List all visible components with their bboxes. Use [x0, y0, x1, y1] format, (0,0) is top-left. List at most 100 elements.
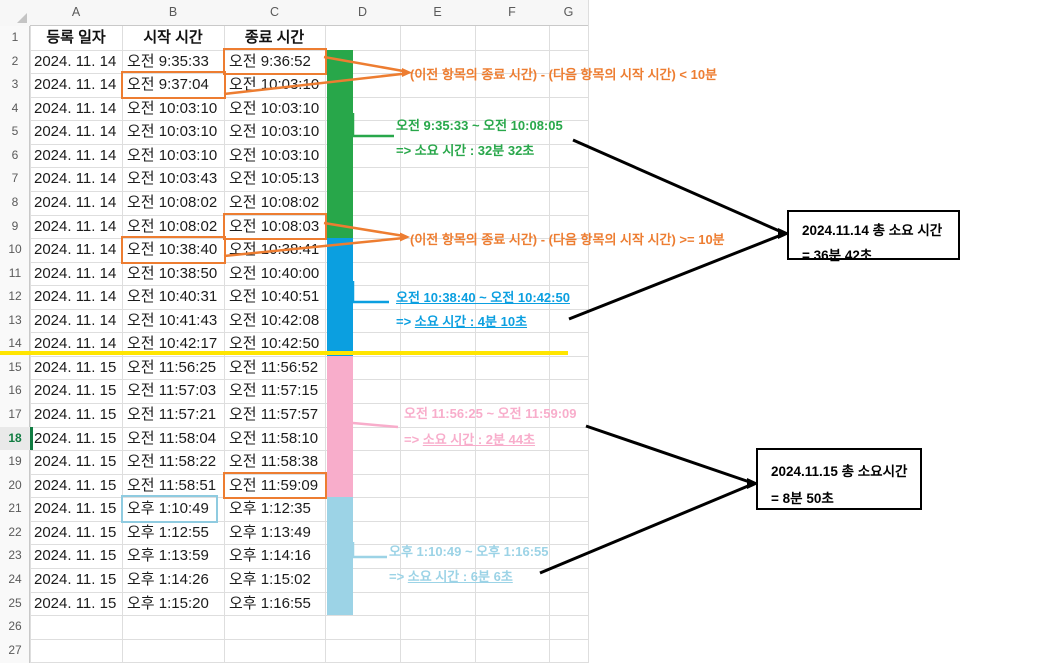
column-header-b[interactable]: B	[168, 5, 178, 19]
column-header-c[interactable]: C	[269, 5, 280, 19]
cell-a24[interactable]: 2024. 11. 15	[34, 570, 117, 588]
cell-a25[interactable]: 2024. 11. 15	[34, 594, 117, 612]
cell-c13[interactable]: 오전 10:42:08	[229, 311, 320, 329]
cell-a8[interactable]: 2024. 11. 14	[34, 193, 117, 211]
cell-c15[interactable]: 오전 11:56:52	[229, 358, 319, 376]
cell-b21[interactable]: 오후 1:10:49	[127, 500, 209, 518]
cell-c25[interactable]: 오후 1:16:55	[229, 594, 311, 612]
column-header-f[interactable]: F	[508, 5, 516, 19]
cell-b4[interactable]: 오전 10:03:10	[127, 99, 218, 117]
cell-a4[interactable]: 2024. 11. 14	[34, 99, 117, 117]
cell-b9[interactable]: 오전 10:08:02	[127, 217, 218, 235]
cell-c10[interactable]: 오전 10:38:41	[229, 241, 320, 259]
cell-b24[interactable]: 오후 1:14:26	[127, 570, 209, 588]
row-header-15[interactable]: 15	[8, 359, 22, 374]
cell-b20[interactable]: 오전 11:58:51	[127, 476, 217, 494]
row-header-9[interactable]: 9	[11, 218, 19, 233]
row-header-16[interactable]: 16	[8, 383, 22, 398]
cell-a13[interactable]: 2024. 11. 14	[34, 311, 117, 329]
header-cell-start[interactable]: 시작 시간	[143, 29, 203, 46]
row-header-24[interactable]: 24	[8, 571, 22, 586]
cell-b17[interactable]: 오전 11:57:21	[127, 406, 217, 424]
cell-c20[interactable]: 오전 11:59:09	[229, 476, 319, 494]
cell-c3[interactable]: 오전 10:03:10	[229, 76, 320, 94]
cell-c11[interactable]: 오전 10:40:00	[229, 264, 320, 282]
cell-a18[interactable]: 2024. 11. 15	[34, 429, 117, 447]
cell-c12[interactable]: 오전 10:40:51	[229, 288, 320, 306]
cell-a16[interactable]: 2024. 11. 15	[34, 382, 117, 400]
row-header-11[interactable]: 11	[8, 265, 22, 280]
cell-a17[interactable]: 2024. 11. 15	[34, 406, 117, 424]
cell-c2[interactable]: 오전 9:36:52	[229, 52, 311, 70]
cell-c24[interactable]: 오후 1:15:02	[229, 570, 311, 588]
cell-b25[interactable]: 오후 1:15:20	[127, 594, 209, 612]
cell-c23[interactable]: 오후 1:14:16	[229, 547, 311, 565]
cell-b14[interactable]: 오전 10:42:17	[127, 335, 218, 353]
row-header-17[interactable]: 17	[8, 407, 22, 422]
row-header-26[interactable]: 26	[8, 619, 22, 634]
cell-c22[interactable]: 오후 1:13:49	[229, 523, 311, 541]
cell-a2[interactable]: 2024. 11. 14	[34, 52, 117, 70]
cell-c9[interactable]: 오전 10:08:03	[229, 217, 320, 235]
cell-a6[interactable]: 2024. 11. 14	[34, 146, 117, 164]
cell-b23[interactable]: 오후 1:13:59	[127, 547, 209, 565]
cell-a19[interactable]: 2024. 11. 15	[34, 453, 117, 471]
cell-a5[interactable]: 2024. 11. 14	[34, 123, 117, 141]
column-header-a[interactable]: A	[71, 5, 81, 19]
column-header-e[interactable]: E	[433, 5, 442, 19]
row-header-14[interactable]: 14	[8, 336, 22, 351]
row-header-25[interactable]: 25	[8, 595, 22, 610]
cell-a21[interactable]: 2024. 11. 15	[34, 500, 117, 518]
cell-c6[interactable]: 오전 10:03:10	[229, 146, 320, 164]
cell-b3[interactable]: 오전 9:37:04	[127, 76, 209, 94]
cell-b15[interactable]: 오전 11:56:25	[127, 358, 217, 376]
cell-a9[interactable]: 2024. 11. 14	[34, 217, 117, 235]
row-header-7[interactable]: 7	[11, 171, 19, 186]
row-header-18[interactable]: 18	[0, 426, 30, 451]
row-header-13[interactable]: 13	[8, 312, 22, 327]
row-header-6[interactable]: 6	[11, 147, 19, 162]
cell-c16[interactable]: 오전 11:57:15	[229, 382, 319, 400]
cell-b13[interactable]: 오전 10:41:43	[127, 311, 218, 329]
column-header-d[interactable]: D	[357, 5, 368, 19]
cell-a3[interactable]: 2024. 11. 14	[34, 76, 117, 94]
cell-a10[interactable]: 2024. 11. 14	[34, 241, 117, 259]
cell-c18[interactable]: 오전 11:58:10	[229, 429, 319, 447]
row-header-4[interactable]: 4	[11, 100, 19, 115]
cell-c7[interactable]: 오전 10:05:13	[229, 170, 320, 188]
cell-c8[interactable]: 오전 10:08:02	[229, 193, 320, 211]
cell-a15[interactable]: 2024. 11. 15	[34, 358, 117, 376]
row-header-10[interactable]: 10	[8, 242, 22, 257]
cell-b16[interactable]: 오전 11:57:03	[127, 382, 217, 400]
cell-c21[interactable]: 오후 1:12:35	[229, 500, 311, 518]
cell-a22[interactable]: 2024. 11. 15	[34, 523, 117, 541]
row-header-3[interactable]: 3	[11, 77, 19, 92]
row-header-2[interactable]: 2	[11, 53, 19, 68]
cell-b7[interactable]: 오전 10:03:43	[127, 170, 218, 188]
header-cell-date[interactable]: 등록 일자	[46, 29, 106, 46]
cell-a7[interactable]: 2024. 11. 14	[34, 170, 117, 188]
cell-b19[interactable]: 오전 11:58:22	[127, 453, 217, 471]
cell-a23[interactable]: 2024. 11. 15	[34, 547, 117, 565]
cell-a12[interactable]: 2024. 11. 14	[34, 288, 117, 306]
cell-b18[interactable]: 오전 11:58:04	[127, 429, 217, 447]
cell-c17[interactable]: 오전 11:57:57	[229, 406, 319, 424]
row-header-21[interactable]: 21	[8, 501, 22, 516]
cell-c14[interactable]: 오전 10:42:50	[229, 335, 320, 353]
cell-a11[interactable]: 2024. 11. 14	[34, 264, 117, 282]
cell-b10[interactable]: 오전 10:38:40	[127, 241, 218, 259]
row-header-27[interactable]: 27	[8, 642, 22, 657]
row-header-12[interactable]: 12	[8, 289, 22, 304]
row-header-1[interactable]: 1	[11, 30, 19, 44]
cell-b22[interactable]: 오후 1:12:55	[127, 523, 209, 541]
row-header-19[interactable]: 19	[8, 454, 22, 469]
select-all-corner[interactable]	[0, 0, 30, 26]
row-header-8[interactable]: 8	[11, 194, 19, 209]
row-header-5[interactable]: 5	[11, 124, 19, 139]
cell-b8[interactable]: 오전 10:08:02	[127, 193, 218, 211]
row-header-22[interactable]: 22	[8, 524, 22, 539]
cell-a20[interactable]: 2024. 11. 15	[34, 476, 117, 494]
cell-b5[interactable]: 오전 10:03:10	[127, 123, 218, 141]
cell-c19[interactable]: 오전 11:58:38	[229, 453, 319, 471]
header-cell-end[interactable]: 종료 시간	[244, 29, 305, 46]
